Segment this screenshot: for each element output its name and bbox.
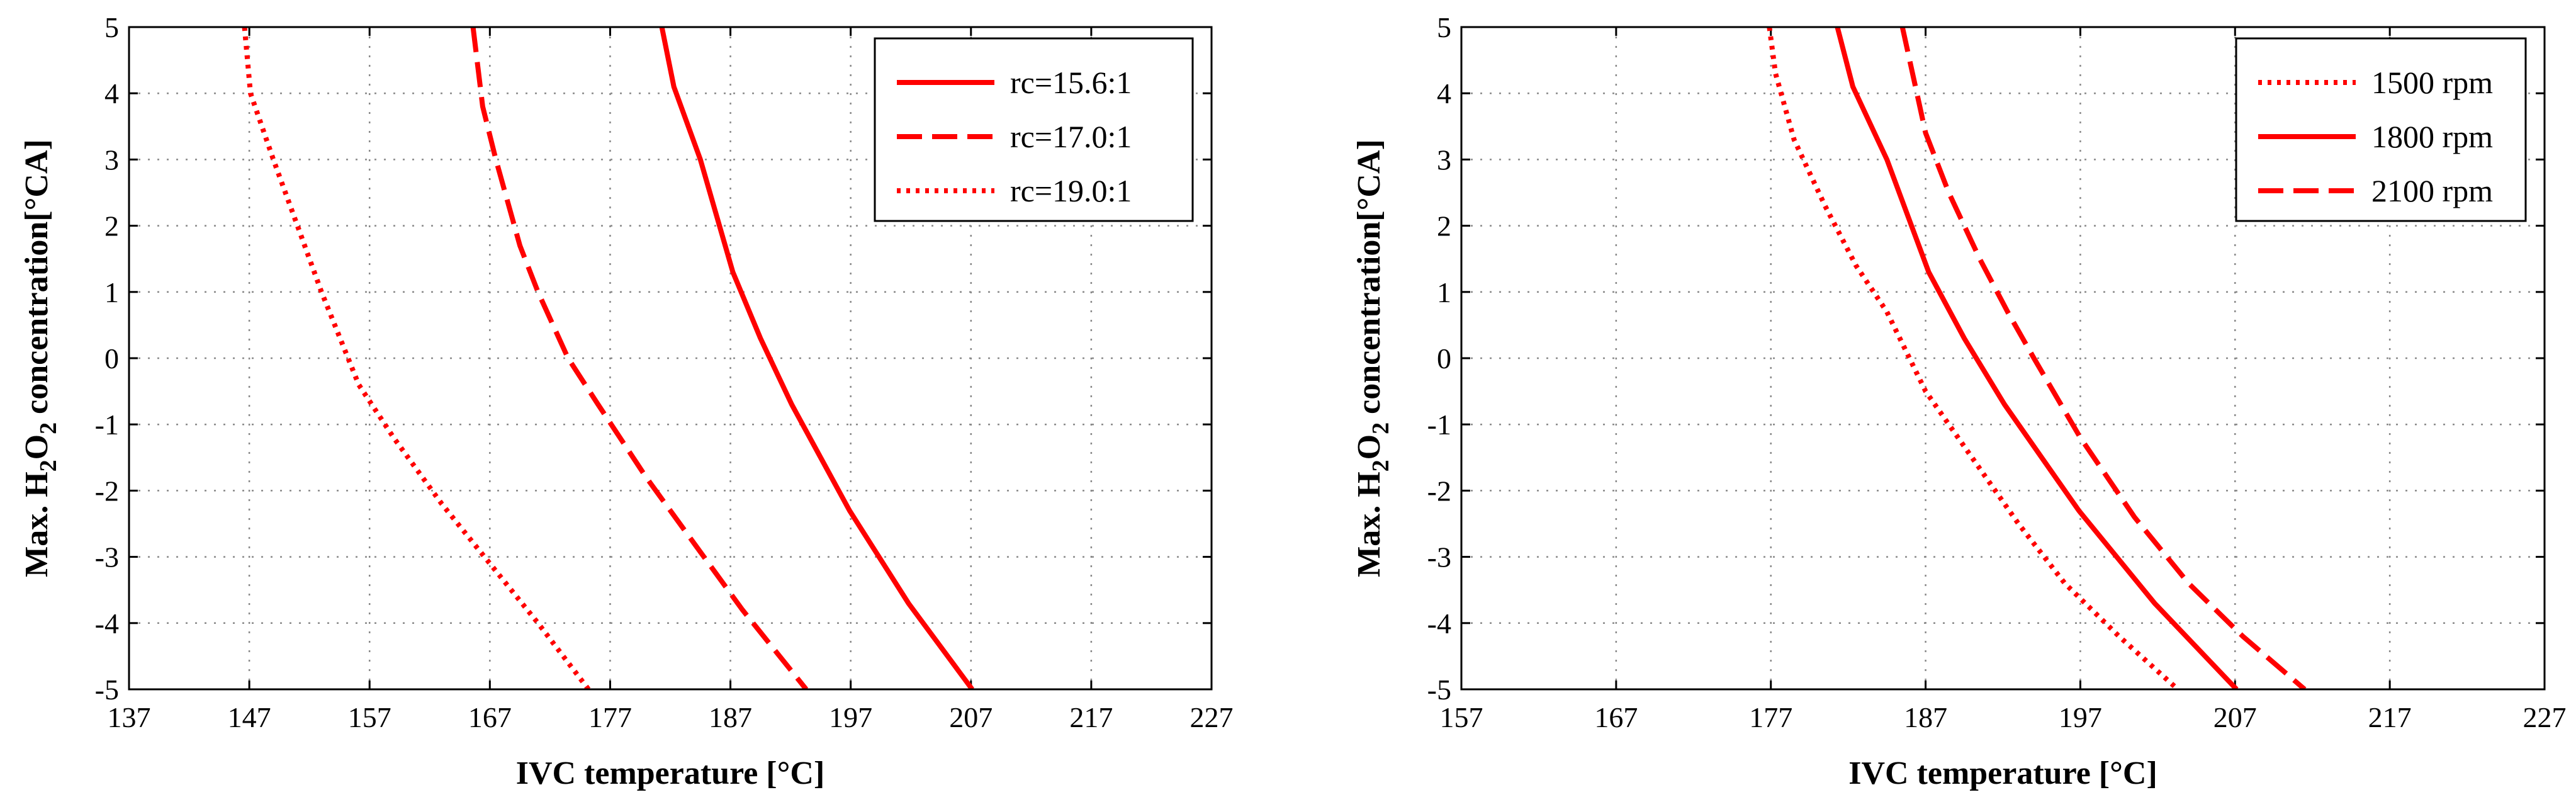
y-tick-label: 2	[1437, 210, 1451, 242]
y-axis-title-part: Max. H	[19, 472, 55, 577]
legend-label: 1500 rpm	[2371, 65, 2493, 100]
y-tick-label: 1	[104, 276, 119, 308]
x-tick-label: 147	[228, 701, 271, 733]
y-tick-label: 5	[1437, 11, 1451, 43]
series-line-dotted	[1767, 27, 2179, 689]
y-tick-label: -3	[95, 541, 119, 573]
y-tick-label: -3	[1427, 541, 1451, 573]
plot-frame	[128, 26, 1213, 691]
legend: 1500 rpm 1800 rpm 2100 rpm	[2235, 37, 2527, 222]
x-tick-label: 227	[2523, 701, 2567, 733]
y-axis-title-subscript: 2	[35, 460, 62, 472]
y-tick-label: -2	[1427, 475, 1451, 507]
legend-label: 1800 rpm	[2371, 119, 2493, 154]
series-line-dashed	[1899, 27, 2307, 689]
y-axis-title: Max. H2O2 concentration[°CA]	[1351, 139, 1394, 577]
x-tick-label: 177	[588, 701, 632, 733]
y-tick-label: -1	[1427, 409, 1451, 441]
y-axis-title-part: concentration[°CA]	[19, 139, 55, 422]
y-axis-title-subscript: 2	[35, 422, 62, 434]
chart-panel-2: 157 167 177 187 197 207 217 227 -5 -4 -3 -2 -1 0 1 2 3 4 5…	[1351, 11, 2567, 791]
x-axis-title: IVC temperature [°C]	[1848, 755, 2157, 791]
y-axis-title-part: O	[19, 434, 55, 460]
x-tick-label: 207	[949, 701, 993, 733]
y-tick-label: 5	[104, 11, 119, 43]
x-axis-title: IVC temperature [°C]	[516, 755, 825, 791]
x-tick-label: 197	[2059, 701, 2102, 733]
x-tick-label: 157	[1440, 701, 1483, 733]
x-tick-label: 207	[2213, 701, 2257, 733]
legend-label: rc=19.0:1	[1010, 173, 1132, 208]
series-line-solid	[659, 27, 974, 689]
y-axis-title-part: concentration[°CA]	[1351, 139, 1387, 422]
y-tick-label: -5	[1427, 674, 1451, 706]
y-tick-label: -4	[1427, 607, 1451, 640]
x-tick-label: 177	[1749, 701, 1792, 733]
x-tick-label: 197	[829, 701, 872, 733]
y-tick-label: 3	[1437, 144, 1451, 176]
chart-panel-1: 137 147 157 167 177 187 197 207 217 227 -5 -4 -3 -2 -1…	[19, 11, 1234, 791]
y-axis-title-part: O	[1351, 434, 1387, 460]
y-tick-label: 0	[104, 342, 119, 375]
y-tick-label: 3	[104, 144, 119, 176]
x-tick-label: 137	[108, 701, 151, 733]
series-line-dashed	[470, 27, 809, 689]
y-tick-label: -1	[95, 409, 119, 441]
y-axis-title-part: Max. H	[1351, 472, 1387, 577]
legend-box	[2235, 37, 2527, 222]
x-tick-label: 187	[1904, 701, 1947, 733]
x-tick-label: 187	[709, 701, 752, 733]
legend-label: rc=15.6:1	[1010, 65, 1132, 100]
plot-frame	[1460, 26, 2546, 691]
x-tick-label: 217	[1069, 701, 1113, 733]
legend-label: 2100 rpm	[2371, 173, 2493, 208]
y-tick-label: 1	[1437, 276, 1451, 308]
series-line-dotted	[242, 27, 591, 689]
y-axis-title: Max. H2O2 concentration[°CA]	[19, 139, 62, 577]
x-tick-label: 157	[348, 701, 391, 733]
series-line-solid	[1835, 27, 2239, 689]
y-tick-label: 4	[1437, 77, 1451, 110]
legend-label: rc=17.0:1	[1010, 119, 1132, 154]
y-axis-title-subscript: 2	[1368, 422, 1394, 434]
y-tick-label: 4	[104, 77, 119, 110]
y-tick-label: 0	[1437, 342, 1451, 375]
x-tick-label: 167	[468, 701, 512, 733]
y-tick-label: -5	[95, 674, 119, 706]
y-tick-label: 2	[104, 210, 119, 242]
y-tick-label: -2	[95, 475, 119, 507]
legend: rc=15.6:1 rc=17.0:1 rc=19.0:1	[874, 37, 1194, 222]
y-axis-title-subscript: 2	[1368, 460, 1394, 472]
x-tick-label: 227	[1190, 701, 1234, 733]
y-tick-label: -4	[95, 607, 119, 640]
x-tick-label: 217	[2368, 701, 2412, 733]
x-tick-label: 167	[1594, 701, 1638, 733]
